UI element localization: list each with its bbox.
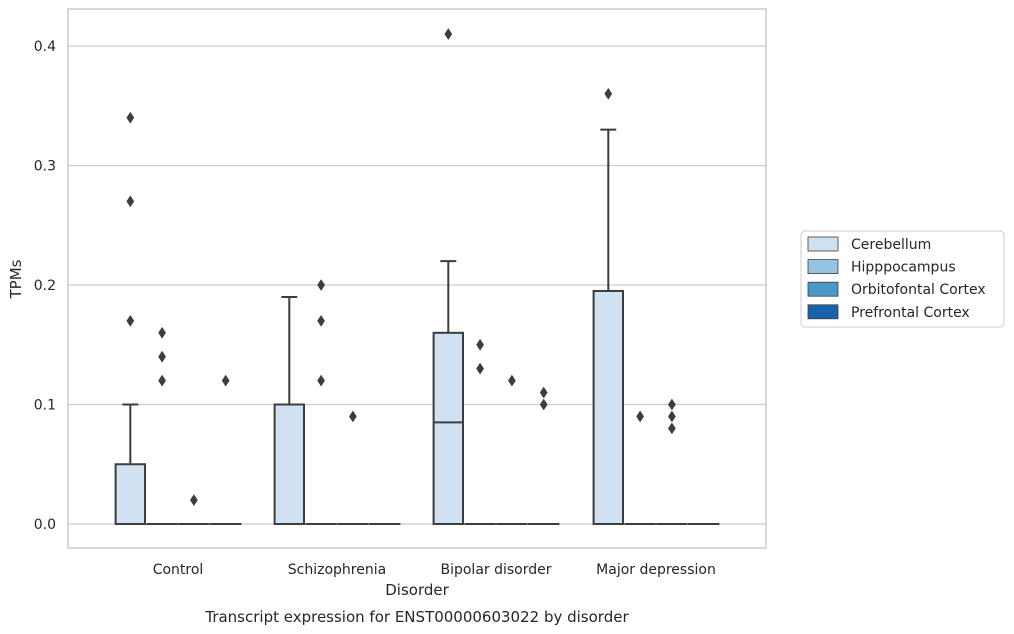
box <box>114 403 146 525</box>
x-tick-label: Major depression <box>596 562 716 578</box>
outlier-point <box>349 410 357 423</box>
outlier-point <box>604 87 613 100</box>
legend-label: Cerebellum <box>851 237 931 253</box>
legend-frame <box>800 230 1005 328</box>
x-axis-label: Disorder <box>385 581 449 599</box>
outlier-point <box>190 494 198 507</box>
y-tick-label: 0.3 <box>34 159 56 175</box>
legend: Cerebellum Hipppocampus Orbitofontal Corte… <box>800 230 1005 328</box>
grid <box>68 45 766 525</box>
box-body <box>114 463 146 525</box>
box <box>273 295 306 525</box>
box <box>592 128 624 525</box>
outlier-point <box>476 362 484 375</box>
legend-label: Hipppocampus <box>851 260 956 276</box>
y-tick-label: 0.4 <box>34 39 56 55</box>
boxes <box>114 128 720 526</box>
outlier-point <box>476 338 484 351</box>
outlier-point <box>444 28 453 41</box>
outlier-point <box>158 326 166 339</box>
x-tick-label: Schizophrenia <box>288 562 386 578</box>
outlier-point <box>317 279 325 291</box>
x-tick-label: Control <box>153 562 204 578</box>
outlier-point <box>668 398 676 411</box>
outliers <box>126 28 676 507</box>
y-tick-label: 0.2 <box>34 278 56 294</box>
outlier-point <box>539 386 548 399</box>
outlier-point <box>508 374 516 387</box>
y-tick-label: 0.1 <box>34 398 56 414</box>
x-axis: Control Schizophrenia Bipolar disorder Majo… <box>153 562 716 578</box>
legend-label: Orbitofontal Cortex <box>851 282 986 298</box>
legend-label: Prefrontal Cortex <box>851 305 970 321</box>
x-tick-label: Bipolar disorder <box>440 562 551 578</box>
box-body <box>432 331 465 525</box>
outlier-point <box>126 314 135 327</box>
legend-swatch <box>807 259 839 275</box>
outlier-point <box>317 374 325 387</box>
legend-swatch <box>807 281 839 297</box>
outlier-point <box>317 314 325 327</box>
y-tick-label: 0.0 <box>34 517 56 533</box>
plot-frame <box>67 8 767 549</box>
y-axis-label: TPMs <box>7 259 25 299</box>
outlier-point <box>126 195 135 208</box>
outlier-point <box>668 410 676 423</box>
legend-swatch <box>807 236 839 252</box>
box-body <box>273 403 306 525</box>
box <box>432 260 465 525</box>
box-body <box>592 289 624 525</box>
outlier-point <box>158 350 166 363</box>
y-axis: 0.0 0.1 0.2 0.3 0.4 <box>34 39 56 533</box>
outlier-point <box>636 410 644 423</box>
outlier-point <box>221 374 230 387</box>
outlier-point <box>126 111 135 124</box>
outlier-point <box>668 422 676 435</box>
outlier-point <box>158 374 166 387</box>
legend-swatch <box>807 304 839 320</box>
chart-caption: Transcript expression for ENST0000060302… <box>204 608 629 626</box>
outlier-point <box>539 398 548 411</box>
